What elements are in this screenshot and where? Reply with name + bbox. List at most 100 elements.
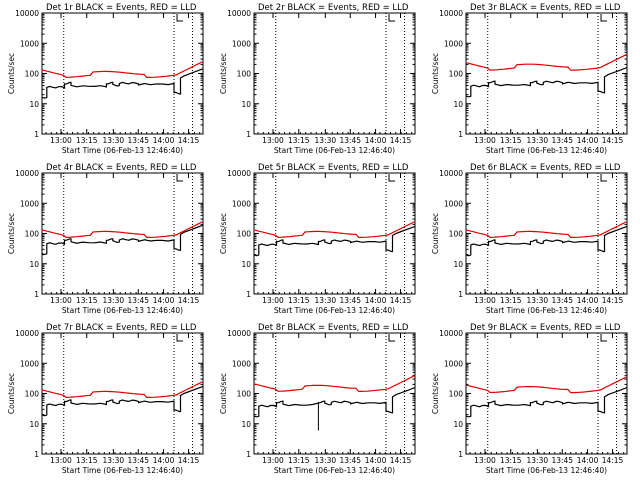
y-tick-label: 10: [453, 100, 463, 109]
plot-frame: [253, 332, 416, 455]
x-tick-label: 13:00: [474, 296, 496, 305]
lld-series-line: [253, 220, 416, 239]
x-tick-label: 13:00: [474, 456, 496, 465]
x-tick-label: 13:30: [527, 456, 549, 465]
panel-det-2: Det 2r BLACK = Events, RED = LLD 1 10 100 10…: [219, 3, 416, 155]
chart-title: Det 5r BLACK = Events, RED = LLD: [258, 163, 409, 173]
bracket-marker: [388, 334, 396, 342]
x-axis-label: Start Time (06-Feb-13 12:46:40): [62, 466, 183, 475]
y-tick-label: 10000: [439, 9, 463, 18]
events-series-line: [253, 225, 416, 257]
events-series-line: [465, 387, 628, 418]
events-series-line: [41, 385, 204, 417]
y-tick-label: 10000: [227, 329, 251, 338]
x-tick-label: 13:15: [76, 136, 98, 145]
y-axis-label: Counts/sec: [431, 53, 440, 94]
x-tick-label: 14:00: [365, 296, 387, 305]
y-tick-label: 100: [25, 390, 40, 399]
chart-title: Det 8r BLACK = Events, RED = LLD: [258, 323, 409, 333]
y-tick-label: 10: [29, 420, 39, 429]
x-tick-label: 14:15: [178, 296, 200, 305]
y-tick-label: 100: [449, 390, 464, 399]
x-axis-label: Start Time (06-Feb-13 12:46:40): [274, 466, 395, 475]
bracket-marker: [388, 14, 396, 22]
y-tick-label: 10: [453, 420, 463, 429]
x-tick-label: 13:45: [339, 296, 361, 305]
bracket-marker: [600, 334, 608, 342]
x-tick-label: 14:00: [153, 136, 175, 145]
y-tick-label: 10: [29, 100, 39, 109]
plot-frame: [465, 332, 628, 455]
x-tick-label: 13:30: [315, 136, 337, 145]
y-tick-label: 1: [246, 130, 251, 139]
x-tick-label: 14:15: [178, 456, 200, 465]
x-tick-label: 13:30: [527, 296, 549, 305]
x-tick-label: 14:00: [577, 296, 599, 305]
chart-title: Det 9r BLACK = Events, RED = LLD: [470, 323, 621, 333]
chart-title: Det 6r BLACK = Events, RED = LLD: [470, 163, 621, 173]
x-tick-label: 13:30: [103, 456, 125, 465]
y-tick-label: 1: [34, 290, 39, 299]
x-tick-label: 13:45: [551, 456, 573, 465]
y-axis-label: Counts/sec: [431, 213, 440, 254]
lld-series-line: [465, 376, 628, 394]
x-tick-label: 13:45: [127, 296, 149, 305]
y-tick-label: 10000: [15, 169, 39, 178]
y-tick-label: 1000: [444, 199, 463, 208]
y-tick-label: 1000: [444, 39, 463, 48]
y-axis-label: Counts/sec: [431, 373, 440, 414]
y-axis-label: Counts/sec: [219, 373, 228, 414]
y-tick-label: 1000: [20, 39, 39, 48]
x-tick-label: 14:00: [153, 456, 175, 465]
x-tick-label: 13:00: [50, 456, 72, 465]
plot-frame: [465, 12, 628, 135]
x-tick-label: 14:15: [602, 136, 624, 145]
y-tick-label: 100: [237, 390, 252, 399]
x-tick-label: 13:15: [76, 296, 98, 305]
y-tick-label: 10000: [439, 329, 463, 338]
y-tick-label: 1: [34, 130, 39, 139]
y-axis-label: Counts/sec: [7, 373, 16, 414]
y-tick-label: 100: [237, 70, 252, 79]
x-tick-label: 13:30: [315, 456, 337, 465]
y-tick-label: 1000: [20, 359, 39, 368]
x-tick-label: 13:15: [288, 456, 310, 465]
y-tick-label: 10000: [227, 169, 251, 178]
x-tick-label: 13:15: [288, 296, 310, 305]
x-tick-label: 14:00: [153, 296, 175, 305]
events-series-line: [41, 68, 204, 99]
y-axis-label: Counts/sec: [219, 213, 228, 254]
bracket-marker: [176, 334, 184, 342]
panel-det-1: Det 1r BLACK = Events, RED = LLD 1 10 100 10…: [7, 3, 204, 155]
lld-series-line: [253, 374, 416, 392]
bracket-marker: [176, 174, 184, 182]
x-tick-label: 13:30: [103, 136, 125, 145]
x-tick-label: 14:15: [178, 136, 200, 145]
panel-det-4: Det 4r BLACK = Events, RED = LLD 1 10 100 10…: [7, 163, 204, 315]
x-tick-label: 14:00: [365, 456, 387, 465]
x-tick-label: 14:15: [390, 296, 412, 305]
x-tick-label: 13:30: [103, 296, 125, 305]
y-tick-label: 1000: [232, 199, 251, 208]
x-axis-label: Start Time (06-Feb-13 12:46:40): [486, 146, 607, 155]
x-tick-label: 13:15: [288, 136, 310, 145]
x-tick-label: 13:00: [474, 136, 496, 145]
y-tick-label: 10: [29, 260, 39, 269]
bracket-marker: [388, 174, 396, 182]
lld-series-line: [41, 380, 204, 399]
x-tick-label: 13:00: [50, 136, 72, 145]
x-tick-label: 13:15: [76, 456, 98, 465]
x-tick-label: 13:45: [339, 456, 361, 465]
x-axis-label: Start Time (06-Feb-13 12:46:40): [486, 306, 607, 315]
x-axis-label: Start Time (06-Feb-13 12:46:40): [274, 306, 395, 315]
panel-det-7: Det 7r BLACK = Events, RED = LLD 1 10 100 10…: [7, 323, 204, 475]
lld-series-line: [41, 220, 204, 239]
x-tick-label: 14:15: [390, 136, 412, 145]
events-series-line: [465, 225, 628, 257]
x-tick-label: 13:00: [262, 456, 284, 465]
bracket-marker: [600, 14, 608, 22]
y-tick-label: 1: [246, 450, 251, 459]
y-tick-label: 1: [34, 450, 39, 459]
events-series-line: [465, 67, 628, 98]
